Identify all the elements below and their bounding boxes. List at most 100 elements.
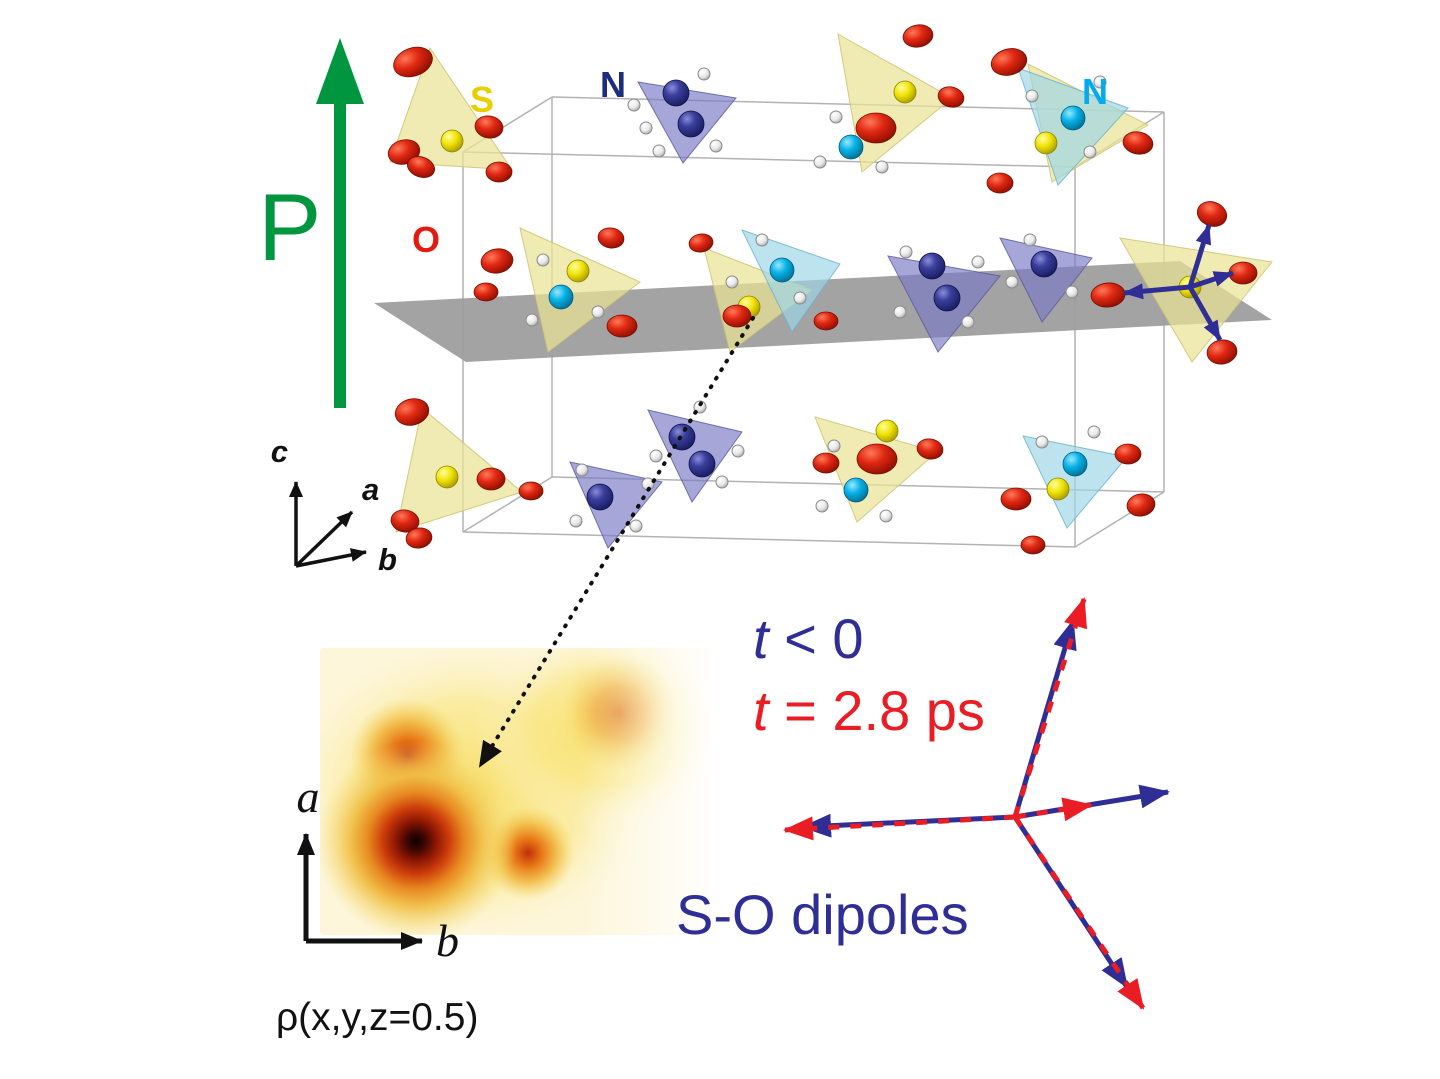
oxygen-atom bbox=[722, 304, 752, 328]
s-o-dipole-arrow bbox=[1187, 224, 1212, 288]
hydrogen-atom bbox=[899, 245, 913, 259]
oxygen-atom bbox=[1114, 443, 1142, 465]
polarization-arrowhead bbox=[316, 38, 364, 104]
nitrogen-atom bbox=[662, 79, 690, 107]
dipole-after-arrow bbox=[1012, 815, 1146, 1010]
sulfur-atom bbox=[440, 129, 464, 153]
hydrogen-atom bbox=[879, 509, 893, 523]
dipole-after-arrow bbox=[1012, 597, 1087, 818]
electron-density-map bbox=[320, 648, 712, 935]
nitrogen-atom bbox=[933, 284, 961, 312]
molecular-structure bbox=[387, 24, 1273, 555]
hydrogen-atom bbox=[525, 313, 539, 327]
hydrogen-atom bbox=[793, 291, 807, 305]
axis-a-arrow bbox=[294, 510, 354, 568]
hydrogen-atom bbox=[731, 444, 745, 458]
axis-b-arrow bbox=[295, 548, 367, 568]
hydrogen-atom bbox=[591, 305, 605, 319]
hydrogen-atom bbox=[875, 160, 889, 174]
oxygen-atom bbox=[473, 282, 499, 302]
nitrogen-atom bbox=[548, 284, 574, 310]
axis-a-label: a bbox=[362, 472, 379, 507]
oxygen-atom bbox=[476, 467, 506, 491]
nitrogen-disordered-label: N bbox=[1082, 71, 1108, 112]
hydrogen-atom bbox=[815, 499, 829, 513]
s-o-dipole-arrow bbox=[1189, 270, 1234, 290]
density-map-axes: a b bbox=[297, 771, 460, 966]
legend-after-t: t bbox=[753, 679, 771, 742]
dipole-after-arrow bbox=[783, 814, 1016, 841]
nitrogen-atom bbox=[677, 110, 705, 138]
hydrogen-atom bbox=[649, 449, 663, 463]
density-main-peak bbox=[320, 741, 516, 935]
hydrogen-atom bbox=[961, 315, 975, 329]
hydrogen-atom bbox=[709, 139, 723, 153]
oxygen-atom bbox=[986, 172, 1014, 194]
axis-c-label: c bbox=[271, 434, 288, 469]
hydrogen-atom bbox=[893, 305, 907, 319]
dipole-diagram bbox=[783, 597, 1170, 1010]
hydrogen-atom bbox=[536, 253, 550, 267]
nitrogen-atom bbox=[918, 252, 946, 280]
nitrogen-atom bbox=[586, 483, 614, 511]
oxygen-atom bbox=[597, 227, 625, 249]
hydrogen-atom bbox=[569, 514, 583, 528]
legend-before-rest: < 0 bbox=[769, 607, 864, 670]
hydrogen-atom bbox=[971, 255, 985, 269]
oxygen-atom bbox=[856, 443, 898, 475]
nitrogen-atom bbox=[1060, 105, 1086, 131]
oxygen-atom bbox=[1228, 261, 1258, 285]
nitrogen-atom bbox=[1062, 451, 1088, 477]
oxygen-atom bbox=[606, 314, 638, 338]
legend-after-rest: = 2.8 ps bbox=[769, 679, 985, 742]
legend-after: t = 2.8 ps bbox=[753, 679, 985, 742]
oxygen-atom bbox=[480, 248, 514, 274]
hydrogen-atom bbox=[693, 400, 707, 414]
hydrogen-atom bbox=[1023, 233, 1037, 247]
axis-b-label: b bbox=[378, 542, 397, 577]
oxygen-atom bbox=[812, 452, 840, 474]
cyanamm-tetrahedron bbox=[1022, 435, 1128, 529]
hydrogen-atom bbox=[697, 67, 711, 81]
oxygen-atom bbox=[1122, 131, 1154, 155]
oxygen-atom bbox=[1000, 487, 1032, 511]
oxygen-atom bbox=[390, 509, 420, 533]
nitrogen-ordered-label: N bbox=[600, 64, 626, 105]
sulfur-atom bbox=[566, 259, 590, 283]
nitrogen-atom bbox=[838, 134, 864, 160]
hydrogen-atom bbox=[829, 110, 843, 124]
oxygen-atom bbox=[855, 112, 897, 144]
hydrogen-atom bbox=[715, 475, 729, 489]
hydrogen-atom bbox=[725, 275, 739, 289]
hydrogen-atom bbox=[755, 233, 769, 247]
polarization-arrow bbox=[316, 38, 364, 408]
hydrogen-atom bbox=[1065, 285, 1079, 299]
hydrogen-atom bbox=[1093, 75, 1107, 89]
nitrogen-atom bbox=[769, 257, 795, 283]
sulfur-atom bbox=[1046, 477, 1070, 501]
cyanamm-tetrahedron bbox=[741, 229, 841, 333]
sulfate-tetrahedron bbox=[395, 407, 524, 533]
oxygen-atom bbox=[1206, 339, 1238, 365]
unit-cell-edge bbox=[462, 151, 1076, 168]
legend-before-t: t bbox=[753, 607, 771, 670]
oxygen-atom bbox=[916, 438, 944, 460]
hydrogen-atom bbox=[652, 144, 666, 158]
s-o-dipole-arrow bbox=[1123, 283, 1191, 300]
oxygen-atom bbox=[990, 48, 1028, 76]
sulfate-tetrahedron bbox=[389, 46, 513, 171]
sulfur-atom bbox=[435, 465, 459, 489]
unit-cell-edge bbox=[462, 531, 1076, 548]
hydrogen-atom bbox=[575, 463, 589, 477]
hydrogen-atom bbox=[1005, 275, 1019, 289]
s-o-arrows-on-structure bbox=[1123, 224, 1234, 342]
oxygen-atom bbox=[1196, 201, 1228, 227]
oxygen-atom bbox=[518, 481, 544, 501]
dipole-before-arrow bbox=[1012, 815, 1130, 989]
hydrogen-atom bbox=[627, 98, 641, 112]
density-fade bbox=[580, 648, 712, 935]
sulfur-atom bbox=[893, 80, 917, 104]
density-caption: ρ(x,y,z=0.5) bbox=[276, 996, 478, 1039]
